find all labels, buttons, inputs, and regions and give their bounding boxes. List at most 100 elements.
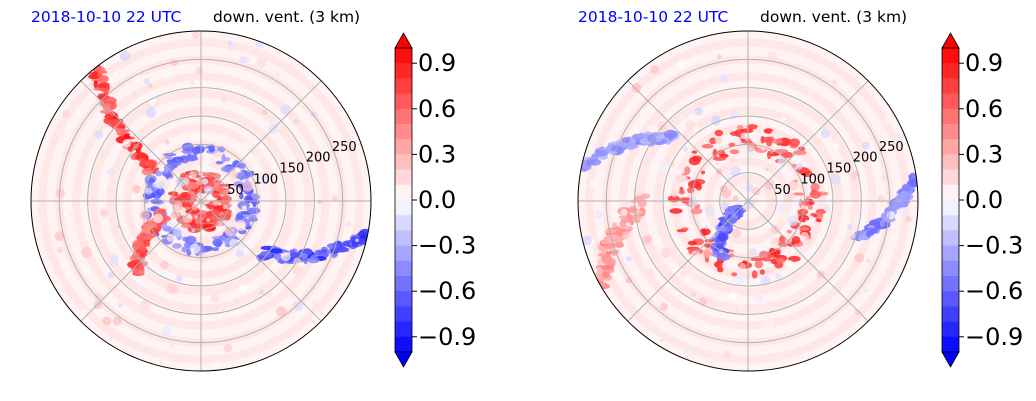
- field-cell: [145, 234, 156, 239]
- field-cell: [605, 251, 612, 255]
- field-cell: [797, 146, 806, 152]
- field-cell: [139, 253, 145, 258]
- field-noise: [770, 225, 780, 235]
- field-cell: [200, 188, 205, 194]
- colorbar-segment: [942, 276, 959, 292]
- field-cell: [678, 189, 685, 195]
- field-cell: [754, 260, 764, 269]
- field-cell: [211, 192, 220, 198]
- field-cell: [155, 187, 165, 196]
- field-cell: [140, 157, 147, 163]
- field-noise: [145, 107, 157, 118]
- field-cell: [163, 224, 168, 229]
- colorbar-segment: [395, 169, 412, 186]
- field-noise: [734, 275, 745, 286]
- field-cell: [167, 191, 179, 196]
- field-cell: [145, 159, 158, 168]
- field-cell: [299, 252, 308, 259]
- field-cell: [185, 154, 199, 162]
- field-noise: [731, 109, 740, 117]
- colorbar-tick-label: −0.6: [965, 277, 1023, 305]
- field-cell: [328, 243, 333, 250]
- field-noise: [310, 111, 317, 118]
- field-noise: [62, 110, 70, 118]
- field-noise: [747, 144, 755, 153]
- field-noise: [800, 231, 809, 241]
- colorbar-tick-label: 0.9: [418, 49, 456, 77]
- radial-tick-label: 50: [227, 183, 244, 198]
- field-cell: [729, 131, 740, 136]
- field-cell: [601, 239, 610, 245]
- field-noise: [194, 215, 198, 219]
- radial-tick-label: 200: [853, 151, 878, 166]
- colorbar-segment: [942, 48, 959, 64]
- field-cell: [654, 138, 662, 142]
- field-cell: [809, 190, 822, 199]
- field-cell: [97, 75, 109, 83]
- field-noise: [189, 243, 201, 254]
- colorbar-tick-label: 0.0: [418, 186, 456, 214]
- colorbar-extend-min: [941, 351, 960, 368]
- field-noise: [660, 247, 672, 259]
- field-noise: [646, 185, 650, 189]
- field-noise: [640, 106, 649, 115]
- field-cell: [204, 245, 213, 251]
- field-cell: [239, 192, 244, 200]
- field-noise: [806, 88, 815, 97]
- colorbar-segment: [942, 169, 959, 186]
- field-noise: [729, 291, 738, 301]
- field-cell: [289, 249, 296, 254]
- field-cell: [661, 139, 666, 144]
- field-noise: [156, 180, 165, 190]
- field-cell: [136, 271, 145, 275]
- field-noise: [714, 136, 723, 145]
- colorbar-segment: [942, 184, 959, 201]
- field-noise: [721, 188, 731, 199]
- field-noise: [788, 180, 799, 191]
- field-cell: [600, 282, 608, 288]
- colorbar-segment: [395, 184, 412, 201]
- field-noise: [744, 198, 755, 210]
- field-noise: [132, 184, 141, 194]
- field-noise: [242, 180, 254, 192]
- field-cell: [629, 138, 636, 145]
- grid-spoke: [200, 200, 322, 322]
- field-cell: [222, 157, 231, 162]
- field-noise: [102, 316, 112, 326]
- field-noise: [770, 130, 778, 138]
- field-noise: [210, 294, 220, 303]
- field-cell: [856, 236, 870, 241]
- field-noise: [766, 51, 777, 63]
- colorbar-segment: [942, 245, 959, 262]
- field-cell: [717, 267, 724, 273]
- field-noise: [305, 71, 316, 81]
- field-noise: [259, 173, 270, 185]
- field-cell: [172, 243, 182, 249]
- field-noise: [170, 59, 178, 66]
- field-noise: [877, 195, 886, 203]
- field-noise: [728, 155, 736, 163]
- field-noise: [248, 47, 252, 51]
- colorbar-segment: [942, 291, 959, 307]
- field-cell: [750, 257, 764, 262]
- field-cell: [746, 124, 758, 130]
- field-noise: [256, 57, 267, 68]
- field-noise: [280, 251, 291, 262]
- colorbar-tick-label: 0.9: [965, 49, 1003, 77]
- colorbar-segment: [942, 124, 959, 140]
- field-noise: [650, 65, 659, 74]
- field-noise: [243, 139, 253, 149]
- colorbar-tick-label: 0.0: [965, 186, 1003, 214]
- field-cell: [601, 272, 611, 278]
- field-cell: [715, 260, 723, 270]
- field-noise: [213, 150, 222, 158]
- field-cell: [618, 215, 626, 219]
- field-noise: [781, 116, 786, 121]
- colorbar-segment: [942, 93, 959, 110]
- field-noise: [196, 91, 204, 99]
- field-cell: [222, 214, 228, 222]
- field-noise: [170, 342, 176, 348]
- field-noise: [196, 178, 204, 186]
- field-noise: [143, 78, 150, 85]
